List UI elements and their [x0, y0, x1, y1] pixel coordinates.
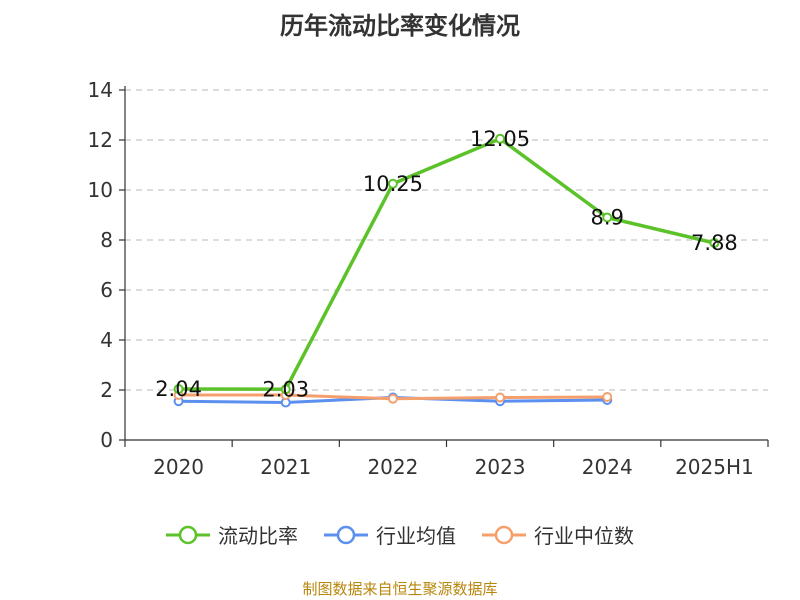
legend-marker-current-ratio [166, 525, 210, 544]
y-tick-label: 8 [100, 228, 113, 252]
data-label: 10.25 [363, 172, 423, 196]
legend-marker-industry-median [482, 525, 526, 544]
data-label: 2.04 [155, 377, 202, 401]
data-point [173, 384, 184, 394]
data-point [495, 133, 506, 144]
data-point [495, 392, 506, 403]
data-source-note: 制图数据来自恒生聚源数据库 [302, 580, 498, 598]
data-point [709, 238, 720, 248]
y-tick-label: 0 [100, 428, 113, 452]
legend-item-industry-median[interactable]: 行业中位数 [482, 520, 634, 549]
x-tick-label: 2021 [260, 455, 311, 479]
data-point [280, 384, 291, 395]
legend-marker-industry-mean [324, 525, 368, 544]
series-lines [173, 133, 720, 408]
y-tick-label: 14 [88, 78, 113, 102]
y-tick-label: 10 [88, 178, 113, 202]
legend-label-industry-median: 行业中位数 [534, 524, 634, 548]
chart-title: 历年流动比率变化情况 [280, 12, 520, 40]
x-tick-label: 2020 [153, 455, 204, 479]
y-tick-label: 2 [100, 378, 113, 402]
y-tick-label: 6 [100, 278, 113, 302]
data-point [602, 392, 613, 402]
legend-item-current-ratio[interactable]: 流动比率 [166, 520, 298, 549]
x-tick-label: 2025H1 [675, 455, 754, 479]
legend-item-industry-mean[interactable]: 行业均值 [324, 520, 456, 549]
legend: 流动比率 行业均值 行业中位数 [0, 520, 800, 549]
legend-label-industry-mean: 行业均值 [376, 524, 456, 548]
data-labels: 2.04 2.03 10.25 12.05 8.9 7.88 [155, 127, 738, 402]
data-label: 12.05 [470, 127, 530, 151]
y-tick-label: 4 [100, 328, 113, 352]
y-tick-label: 12 [88, 128, 113, 152]
data-label: 2.03 [262, 377, 309, 401]
x-tick-label: 2023 [475, 455, 526, 479]
data-point [387, 178, 398, 189]
data-label: 8.9 [591, 206, 624, 230]
x-tick-label: 2024 [582, 455, 633, 479]
data-point [387, 393, 398, 404]
legend-label-current-ratio: 流动比率 [218, 524, 298, 548]
data-point [602, 212, 613, 223]
axes: 0 2 4 6 8 10 12 14 2020 2021 2022 2023 2024 2025H1 [88, 78, 769, 479]
data-label: 7.88 [691, 231, 738, 255]
grid-lines [125, 89, 768, 391]
series-line-0 [178, 137, 715, 391]
x-tick-label: 2022 [367, 455, 418, 479]
